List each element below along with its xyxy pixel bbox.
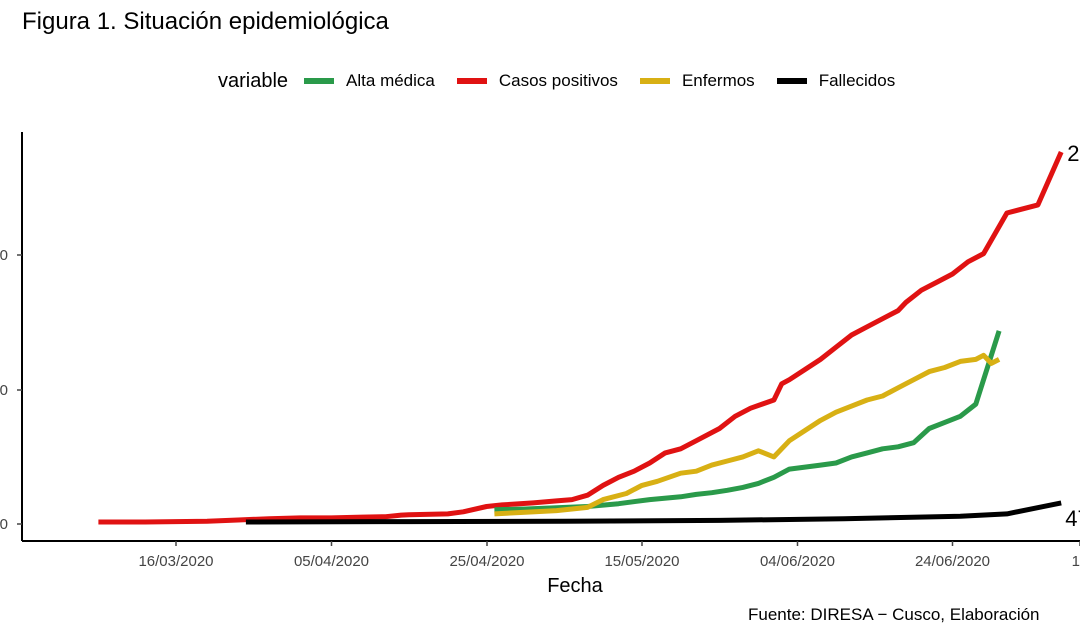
legend-swatch-alta-medica — [304, 78, 335, 84]
x-axis-title: Fecha — [547, 575, 603, 597]
x-tick-label: 04/06/2020 — [760, 553, 835, 570]
legend-swatch-enfermos — [639, 78, 670, 84]
x-tick-label: 16/03/2020 — [138, 553, 213, 570]
x-tick-label: 14 — [1072, 553, 1080, 570]
series-line-alta-medica — [494, 330, 1002, 513]
legend-label-fallecidos: Fallecidos — [818, 71, 896, 90]
y-tick-label: 0 — [0, 382, 8, 399]
series-line-enfermos — [494, 352, 1001, 517]
legend-item-alta-medica: Alta médica — [304, 71, 435, 91]
y-tick-label: 0 — [0, 516, 8, 533]
legend-title: variable — [218, 69, 289, 92]
legend-item-enfermos: Enfermos — [639, 71, 755, 91]
series-line-casos-positivos — [98, 150, 1064, 525]
chart-title: Figura 1. Situación epidemiológica — [22, 8, 389, 35]
legend-swatch-casos-positivos — [456, 78, 487, 84]
x-tick-label: 05/04/2020 — [294, 553, 369, 570]
end-label-casos-positivos: 27 — [1067, 141, 1080, 166]
x-tick-label: 24/06/2020 — [915, 553, 990, 570]
x-tick-label: 15/05/2020 — [604, 553, 679, 570]
end-label-fallecidos: 47 — [1065, 506, 1080, 531]
legend-label-enfermos: Enfermos — [681, 71, 755, 90]
y-tick-label: 0 — [0, 247, 8, 264]
legend-label-alta-medica: Alta médica — [346, 71, 435, 90]
x-tick-label: 25/04/2020 — [449, 553, 524, 570]
legend-swatch-fallecidos — [776, 78, 807, 84]
legend-label-casos-positivos: Casos positivos — [498, 71, 618, 90]
legend: variable Alta médica Casos positivos Enf… — [218, 68, 917, 94]
series-line-fallecidos — [245, 500, 1062, 525]
source-note: Fuente: DIRESA − Cusco, Elaboración — [748, 605, 1040, 624]
legend-item-casos-positivos: Casos positivos — [456, 71, 618, 91]
legend-item-fallecidos: Fallecidos — [776, 71, 896, 91]
